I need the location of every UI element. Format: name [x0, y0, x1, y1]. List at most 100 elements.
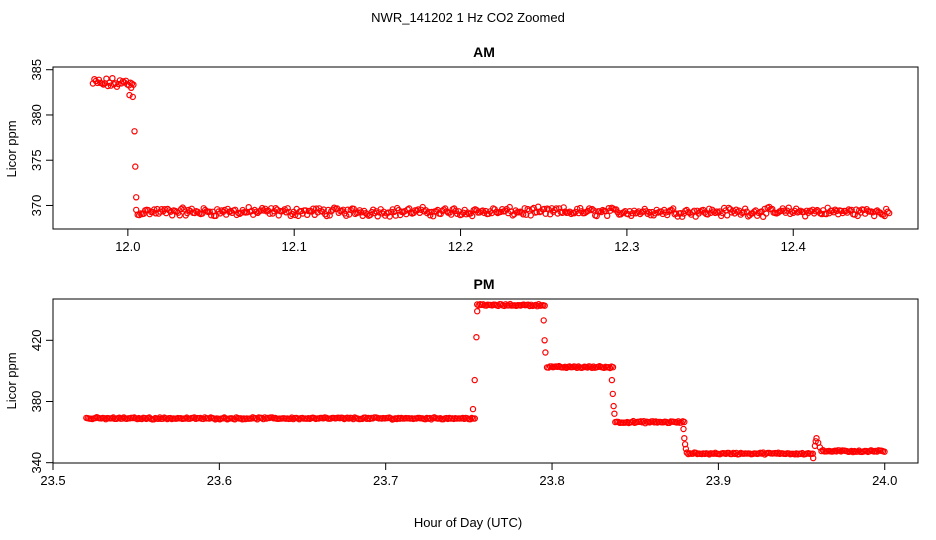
pm-data-point — [573, 364, 581, 371]
am-data-point — [323, 212, 330, 220]
pm-data-point — [680, 425, 687, 433]
pm-data-point — [584, 364, 591, 371]
pm-data-point — [467, 416, 474, 423]
pm-data-point — [248, 415, 255, 422]
am-y-axis-label: Licor ppm — [4, 120, 19, 177]
am-data-point — [443, 208, 450, 215]
pm-data-point — [610, 402, 617, 410]
am-data-point — [347, 206, 354, 214]
am-data-point — [562, 208, 569, 215]
am-plot-frame — [52, 66, 919, 230]
am-data-point — [127, 84, 135, 92]
x-axis-label: Hour of Day (UTC) — [414, 515, 522, 530]
am-data-point — [132, 163, 139, 170]
am-data-point — [283, 209, 290, 216]
pm-data-point — [733, 449, 740, 457]
am-data-point — [785, 204, 792, 211]
pm-data-point — [156, 414, 163, 421]
am-data-point — [104, 82, 112, 90]
pm-data-point — [608, 376, 616, 384]
am-x-tick-label: 12.4 — [781, 239, 806, 254]
pm-data-point — [532, 301, 539, 309]
am-data-point — [577, 204, 584, 212]
pm-data-point — [110, 414, 117, 421]
pm-data-point — [681, 418, 688, 426]
am-data-point — [425, 208, 432, 216]
am-data-point — [176, 212, 183, 219]
pm-data-point — [606, 364, 614, 372]
am-panel-title: AM — [473, 44, 495, 60]
am-data-point — [670, 205, 677, 212]
am-data-point — [115, 80, 122, 88]
am-data-point — [284, 205, 291, 212]
am-data-point — [788, 208, 795, 215]
am-data-point — [129, 93, 136, 101]
am-data-point — [829, 207, 836, 214]
am-data-point — [797, 207, 804, 214]
am-y-tick-label: 375 — [29, 149, 44, 171]
pm-data-point — [673, 419, 681, 426]
pm-data-point — [611, 410, 618, 417]
pm-x-tick-label: 23.5 — [40, 473, 65, 488]
pm-data-point — [200, 415, 207, 423]
pm-data-point — [387, 415, 394, 422]
am-data-point — [131, 128, 138, 135]
pm-data-point — [350, 415, 357, 423]
am-data-point — [664, 211, 671, 219]
am-data-point — [331, 204, 338, 211]
am-data-point — [881, 212, 888, 220]
pm-panel: PM Licor ppm 23.5 23.6 23.7 23.8 23.9 24.0 340… — [4, 276, 919, 488]
am-data-point — [304, 211, 311, 218]
am-data-point — [464, 209, 471, 216]
pm-data-point — [682, 445, 690, 453]
pm-data-point — [474, 308, 481, 315]
pm-data-point — [588, 364, 596, 371]
am-x-tick-label: 12.2 — [448, 239, 473, 254]
am-data-point — [769, 205, 776, 213]
am-data-point — [103, 75, 110, 82]
am-data-point — [207, 211, 215, 219]
pm-data-point — [471, 376, 478, 384]
am-data-point — [272, 204, 279, 212]
am-data-point — [724, 212, 731, 219]
am-data-point — [509, 212, 516, 219]
pm-data-point — [675, 418, 682, 425]
am-data-point — [571, 209, 578, 217]
am-axes: 12.0 12.1 12.2 12.3 12.4 370 375 380 385 — [29, 59, 806, 254]
pm-data-point — [359, 415, 366, 423]
am-data-point — [94, 79, 101, 87]
am-data-point — [469, 212, 476, 220]
am-data-point — [809, 206, 816, 213]
am-data-point — [823, 210, 830, 218]
pm-data-point — [609, 364, 617, 371]
am-data-point — [725, 204, 732, 212]
am-y-tick-label: 370 — [29, 195, 44, 217]
am-data-point — [392, 212, 399, 219]
am-data-point — [109, 74, 116, 82]
pm-data-point — [799, 449, 806, 457]
pm-data-point — [150, 416, 157, 423]
pm-x-tick-label: 23.7 — [373, 473, 398, 488]
pm-axes: 23.5 23.6 23.7 23.8 23.9 24.0 340 380 420 — [29, 329, 897, 488]
pm-x-tick-label: 24.0 — [872, 473, 897, 488]
am-data-point — [884, 208, 891, 215]
am-data-point — [523, 211, 530, 218]
pm-data-points — [83, 300, 888, 462]
am-data-point — [760, 213, 767, 220]
pm-y-tick-label: 340 — [29, 452, 44, 474]
pm-data-point — [471, 415, 478, 422]
pm-data-point — [609, 390, 617, 398]
pm-data-point — [501, 302, 508, 310]
pm-x-tick-label: 23.8 — [539, 473, 564, 488]
pm-data-point — [526, 302, 533, 310]
am-data-point — [524, 205, 531, 213]
pm-y-tick-label: 420 — [29, 329, 44, 351]
am-data-point — [886, 209, 893, 217]
am-y-tick-label: 380 — [29, 104, 44, 126]
am-x-tick-label: 12.0 — [115, 239, 140, 254]
am-data-point — [165, 207, 173, 214]
am-data-point — [340, 206, 347, 213]
am-data-point — [728, 209, 735, 216]
am-data-point — [589, 205, 596, 213]
